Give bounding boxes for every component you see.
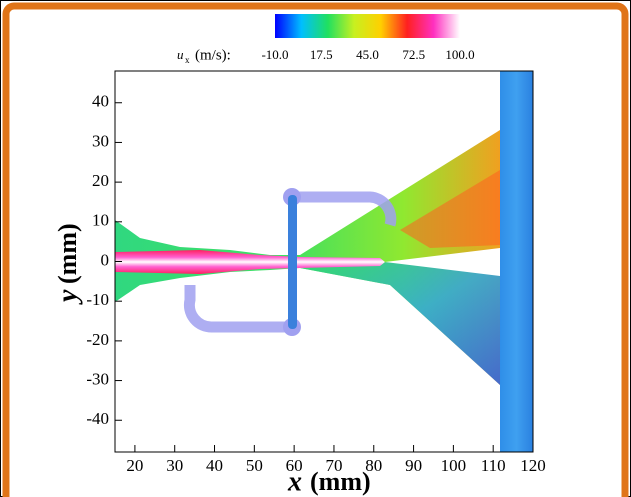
- plot-frame: [114, 70, 534, 453]
- x-tick-label: 70: [325, 456, 342, 475]
- high-velocity-region: [400, 170, 500, 248]
- x-tick-label: 120: [520, 456, 546, 475]
- y-tick-label: 40: [92, 92, 109, 111]
- x-tick-label: 110: [481, 456, 506, 475]
- y-label-unit: (mm): [53, 223, 82, 284]
- guide-upper: [292, 191, 397, 227]
- guide-lower: [183, 285, 292, 333]
- y-tick-label: 0: [101, 250, 110, 269]
- colorbar-tick-label: 72.5: [402, 47, 425, 62]
- colorbar-unit: (m/s):: [195, 47, 231, 63]
- y-tick-label: 10: [92, 211, 109, 230]
- x-tick-label: 30: [166, 456, 183, 475]
- x-label-var: x: [287, 466, 302, 497]
- y-label-var: y: [52, 289, 83, 305]
- x-label-unit: (mm): [310, 467, 371, 496]
- y-tick-label: -10: [86, 290, 109, 309]
- colorbar-tick-label: 17.5: [310, 47, 333, 62]
- jet-core: [115, 250, 385, 274]
- colorbar-symbol: u: [177, 47, 184, 62]
- x-tick-label: 20: [126, 456, 143, 475]
- flow-field: [115, 71, 533, 452]
- x-tick-label: 60: [286, 456, 303, 475]
- colorbar-tick-label: 100.0: [445, 47, 474, 62]
- y-tick-label: -20: [86, 330, 109, 349]
- x-tick-label: 80: [365, 456, 382, 475]
- y-tick-label: 20: [92, 171, 109, 190]
- colorbar-tick-label: 45.0: [356, 47, 379, 62]
- y-tick-label: 30: [92, 131, 109, 150]
- colorbar-tick-label: -10.0: [261, 47, 288, 62]
- x-tick-label: 50: [246, 456, 263, 475]
- rod: [288, 195, 297, 329]
- outlet-region: [500, 71, 533, 452]
- y-tick-label: -30: [86, 369, 109, 388]
- wedge: [385, 248, 500, 276]
- y-tick-label: -40: [86, 409, 109, 428]
- colorbar-subscript: x: [185, 55, 190, 65]
- colorbar: [275, 14, 460, 38]
- x-tick-label: 100: [441, 456, 467, 475]
- x-tick-label: 40: [206, 456, 223, 475]
- x-tick-label: 90: [405, 456, 422, 475]
- low-velocity-region: [300, 262, 500, 385]
